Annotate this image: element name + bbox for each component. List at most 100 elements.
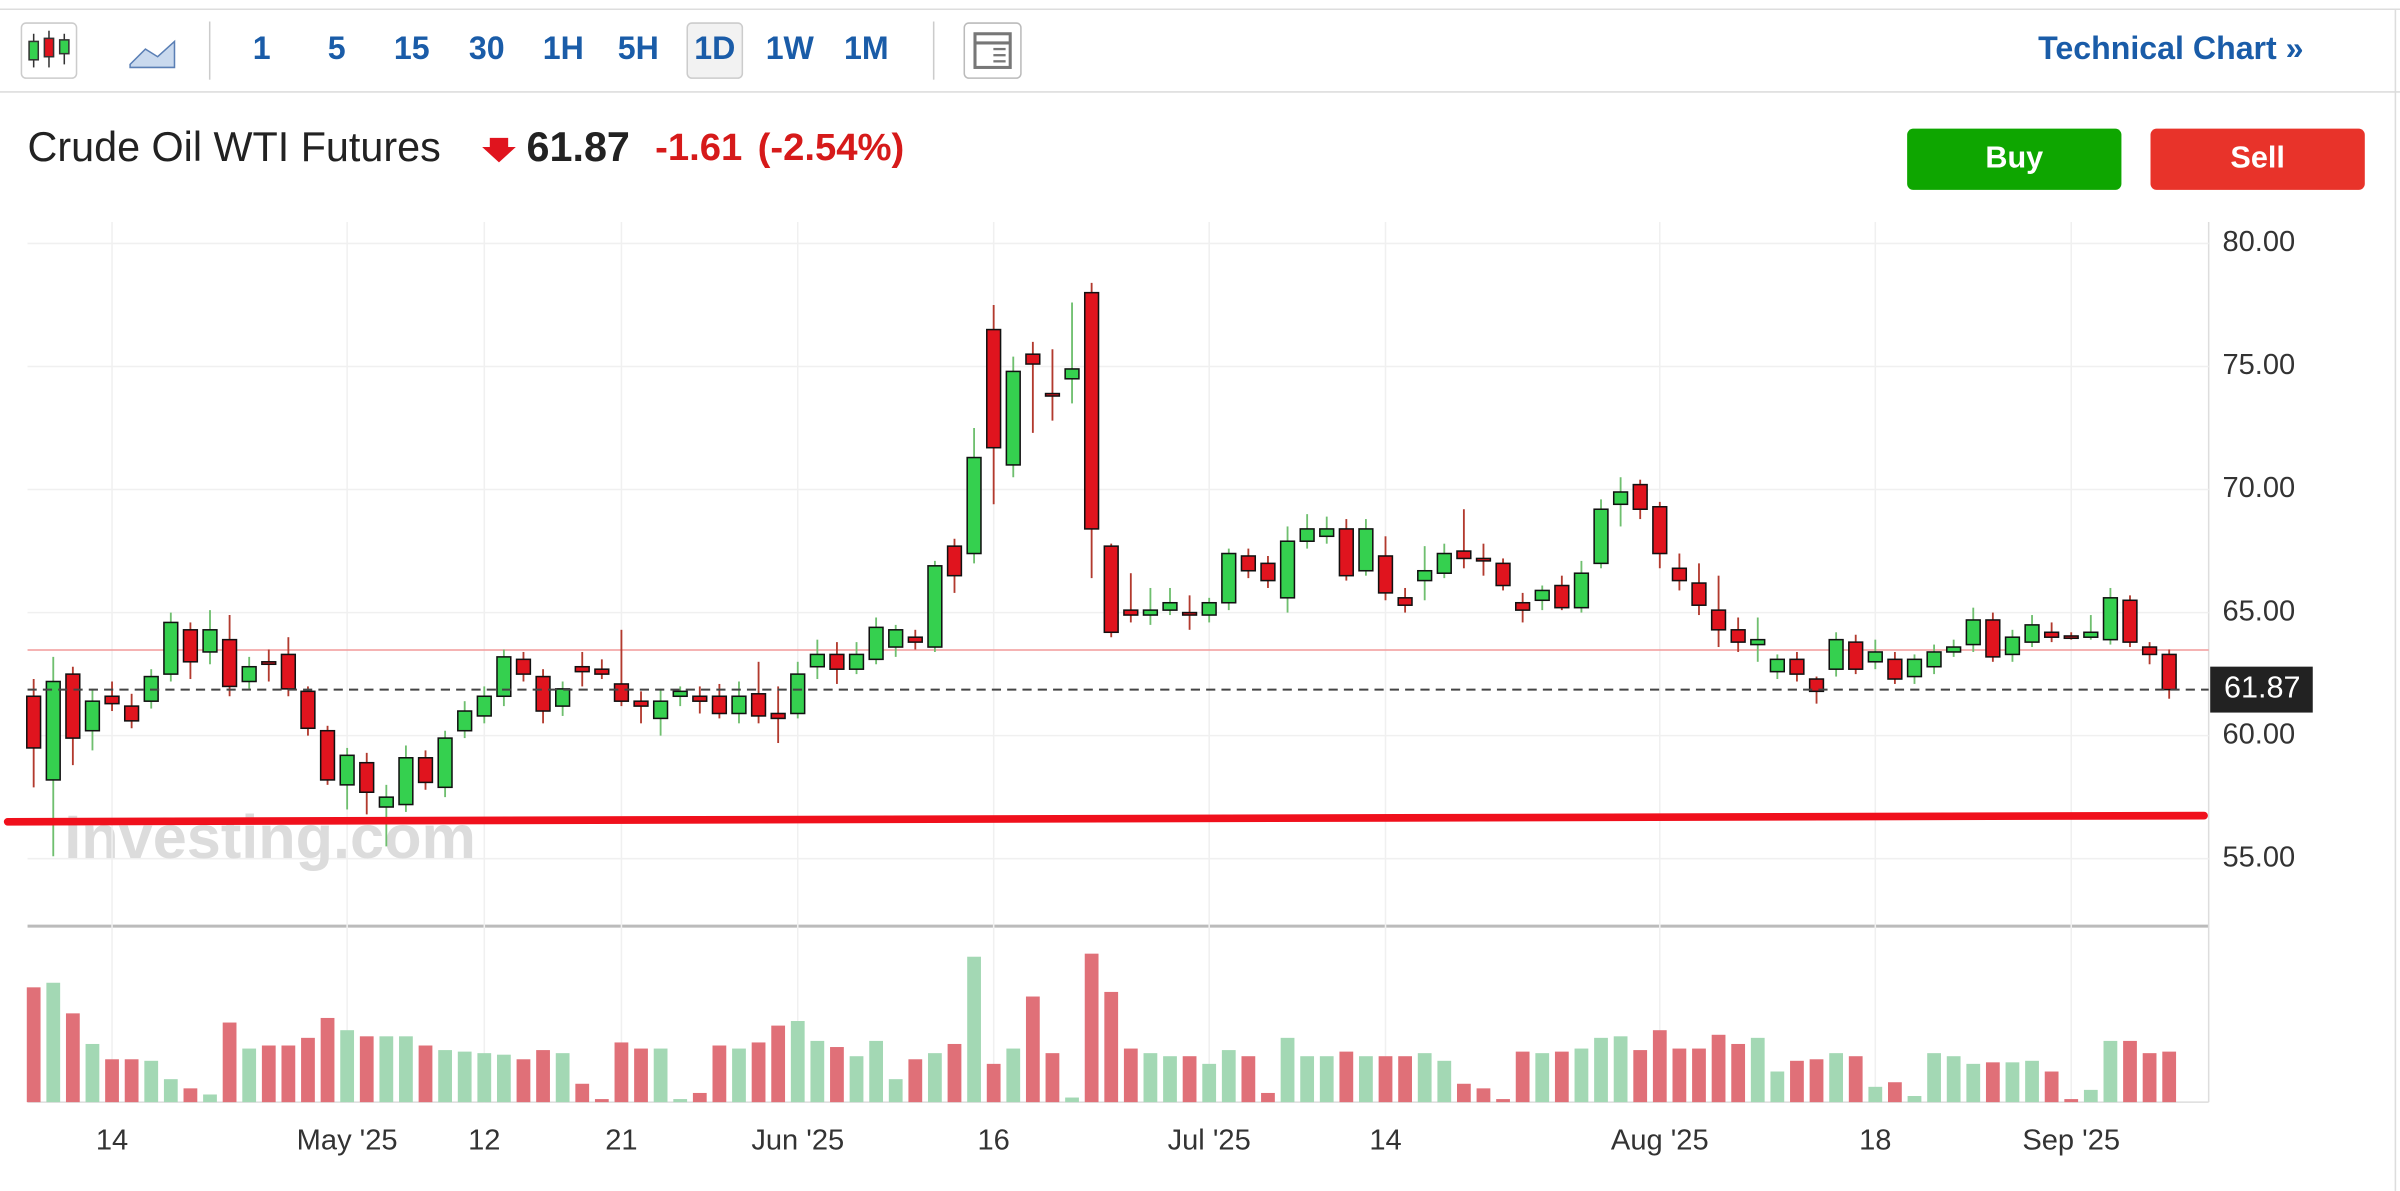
candle-body [182,629,199,663]
volume-bar [1202,1063,1217,1103]
volume-bar [418,1045,433,1103]
volume-bar [340,1030,355,1103]
volume-bar [261,1045,276,1103]
candle-body [1710,609,1727,631]
candle-body [731,695,747,715]
volume-bar [2142,1053,2157,1103]
volume-bar [536,1050,550,1103]
interval-label: 5H [618,30,659,66]
candle-body [790,673,806,715]
volume-bar [1535,1053,1550,1103]
volume-bar [2123,1040,2137,1103]
candle-body [1338,528,1354,577]
buy-button[interactable]: Buy [1907,128,2122,190]
candle-body [1005,370,1021,466]
price-tag [2210,666,2313,713]
candle-body [1965,619,1981,646]
volume-bar [1770,1071,1785,1103]
interval-button[interactable]: 5H [618,30,659,66]
candle-body [300,690,316,730]
price-tag-label: 61.87 [2224,671,2301,705]
candle-body [594,668,610,675]
layout-button[interactable] [963,22,1022,79]
candle-body [1025,353,1041,365]
interval-label: 1M [844,30,889,66]
candle-body [26,695,42,749]
candle-type-button[interactable] [20,22,78,79]
volume-bar [771,1025,786,1103]
candle-body [1397,597,1413,606]
candle-body [868,626,884,661]
candle-body [1573,572,1590,609]
candle-body [1417,569,1433,582]
interval-button[interactable]: 30 [469,30,505,66]
volume-bar [2025,1060,2039,1103]
candle-body [123,705,140,722]
volume-bar [1966,1063,1981,1103]
volume-bar [1261,1092,1275,1103]
volume-bar [1456,1083,1471,1103]
volume-bar [1300,1056,1315,1103]
candle-body [1103,545,1119,634]
x-tick-label: 12 [468,1125,500,1157]
icon [129,39,176,69]
candle-body [711,695,728,715]
volume-bar [457,1051,472,1103]
volume-bar [1163,1056,1177,1103]
interval-button[interactable]: 1D [686,22,744,79]
change-percent: (-2.54%) [758,126,905,169]
technical-chart-link[interactable]: Technical Chart » [2038,30,2303,66]
interval-button[interactable]: 1W [766,30,815,66]
volume-bar [751,1042,766,1103]
volume-bar [2162,1051,2177,1103]
candle-body [750,693,767,717]
candle-body [1514,601,1531,611]
candle-body [1221,552,1237,604]
candle-body [261,661,277,666]
candle-body [633,700,649,707]
volume-bar [163,1079,178,1103]
candle-body [1162,601,1178,611]
volume-bar [26,987,41,1103]
volume-bar [1476,1088,1491,1103]
interval-button[interactable]: 1H [543,30,584,66]
candle-body [1848,641,1864,670]
volume-bar [1280,1037,1295,1103]
candle-body [1808,678,1825,693]
volume-bar [1731,1043,1746,1103]
volume-bar [1339,1051,1354,1103]
y-tick-label: 70.00 [2222,472,2295,504]
volume-bar [1378,1056,1393,1103]
candle-body [476,695,492,717]
volume-bar [379,1036,394,1103]
volume-bar [2064,1099,2079,1103]
interval-button[interactable]: 1M [844,30,889,66]
interval-button[interactable]: 1 [253,30,271,66]
volume-bar [222,1022,237,1103]
candle-body [1475,557,1492,562]
volume-bar [1515,1051,1530,1103]
interval-button[interactable]: 15 [394,30,430,66]
volume-bar [986,1063,1001,1103]
candle-body [888,629,904,648]
candle-body [417,757,434,784]
y-tick-label: 60.00 [2222,718,2295,750]
sell-button[interactable]: Sell [2150,128,2365,190]
x-tick-label: Sep '25 [2022,1125,2120,1157]
volume-bar [203,1094,217,1103]
x-tick-label: Jun '25 [751,1125,844,1157]
candle-body [1671,567,1688,582]
volume-bar [1084,953,1099,1103]
candle-body [1593,508,1609,565]
volume-bar [1398,1056,1412,1103]
candle-body [927,565,943,648]
interval-button[interactable]: 5 [328,30,346,66]
y-tick-label: 55.00 [2222,841,2295,873]
candle-body [574,665,590,673]
volume-bar [1711,1034,1726,1103]
candle-body [1769,658,1785,673]
volume-bar [888,1079,903,1103]
volume-bar [2044,1071,2059,1103]
area-type-button[interactable] [129,39,176,69]
